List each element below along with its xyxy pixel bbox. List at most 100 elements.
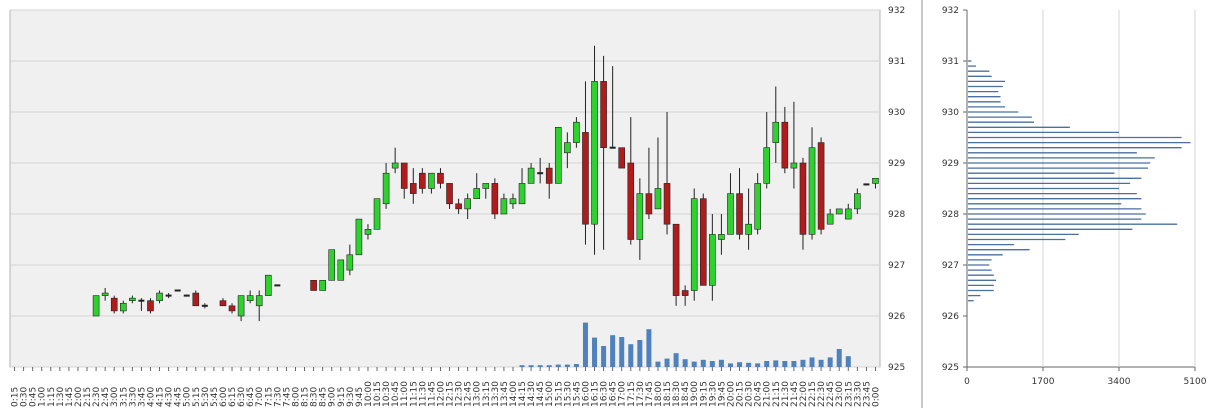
plot-area — [9, 9, 881, 368]
x-tick-label: 3400 — [1108, 377, 1131, 387]
x-tick-label: 14:00 — [509, 381, 519, 407]
candle-body — [246, 295, 254, 302]
candle-body — [138, 299, 145, 302]
panel-divider[interactable] — [921, 0, 923, 408]
candle-body — [745, 223, 752, 235]
candle-body — [464, 198, 471, 210]
x-tick-label: 3:45 — [137, 387, 147, 407]
candle-body — [147, 300, 154, 312]
x-tick-label: 8:00 — [291, 387, 301, 407]
x-tick-label: 7:15 — [264, 387, 274, 407]
x-tick-label: 2:15 — [83, 387, 93, 407]
x-tick-label: 9:00 — [328, 387, 338, 407]
x-tick-label: 9:15 — [337, 387, 347, 407]
x-tick-label: 17:00 — [618, 381, 628, 407]
volume-bar — [709, 361, 715, 367]
y-tick-label: 925 — [888, 363, 905, 373]
candle-body — [718, 234, 725, 240]
candle-body — [872, 178, 879, 184]
x-tick-label: 21:30 — [781, 381, 791, 407]
x-tick-label: 7:00 — [255, 387, 265, 407]
y-tick-label: 927 — [942, 261, 959, 271]
volume-bar — [836, 349, 842, 367]
candle-body — [817, 142, 825, 230]
x-tick-label: 8:45 — [319, 387, 329, 407]
y-tick-label: 932 — [942, 6, 959, 16]
candle-body — [428, 172, 435, 189]
candle-body — [627, 162, 635, 240]
x-tick-label: 22:30 — [817, 381, 827, 407]
x-tick-label: 4:30 — [165, 387, 175, 407]
candle-body — [391, 162, 399, 169]
x-tick-label: 1:15 — [47, 387, 57, 407]
x-tick-label: 6:45 — [246, 387, 256, 407]
volume-bar — [664, 358, 670, 367]
candle-body — [573, 121, 580, 143]
x-tick-label: 2:45 — [101, 387, 111, 407]
x-tick-label: 14:45 — [536, 381, 546, 407]
candle-body — [537, 172, 544, 175]
candle-body — [228, 305, 236, 312]
candle-body — [446, 183, 453, 205]
candle-body — [527, 167, 535, 184]
x-tick-label: 2:30 — [92, 387, 102, 407]
price-chart[interactable]: 925 926 927 928 929 930 931 932 0:15 0:30 0:45 1:00… — [0, 0, 920, 408]
x-tick-label: 5:15 — [192, 387, 202, 407]
candle-body — [419, 172, 426, 189]
x-tick-label: 20:30 — [745, 381, 755, 407]
volume-profile-chart[interactable]: 0 1700 3400 5100 925 926 927 928 929 930 931 932 — [923, 0, 1211, 408]
x-tick-label: 15:15 — [554, 381, 564, 407]
candle-body — [110, 297, 118, 312]
x-tick-label: 11:15 — [409, 381, 419, 407]
x-tick-label: 10:30 — [382, 381, 392, 407]
candle-body — [582, 132, 589, 225]
x-tick-label: 22:00 — [799, 381, 809, 407]
volume-bar — [746, 362, 752, 367]
volume-bar — [845, 356, 851, 367]
volume-bar — [791, 361, 797, 367]
x-tick-label: 17:15 — [627, 381, 637, 407]
volume-bar — [755, 363, 761, 367]
candle-body — [808, 147, 816, 235]
x-tick-label: 23:00 — [835, 381, 845, 407]
candle-body — [156, 292, 163, 301]
x-tick-label: 1:00 — [38, 387, 48, 407]
y-tick-label: 932 — [888, 6, 905, 16]
volume-bar — [555, 364, 561, 367]
y-tick-label: 931 — [888, 57, 905, 67]
y-tick-label: 928 — [888, 210, 905, 220]
volume-bar — [582, 322, 588, 367]
volume-bar — [546, 365, 552, 367]
x-tick-label: 4:00 — [146, 387, 156, 407]
candle-body — [373, 198, 381, 230]
volume-bar — [737, 362, 743, 367]
candle-body — [437, 172, 444, 184]
candle-body — [400, 162, 408, 189]
x-tick-label: 12:15 — [446, 381, 456, 407]
candle-body — [174, 289, 181, 292]
x-tick-label: 6:15 — [228, 387, 238, 407]
candle-body — [863, 183, 870, 186]
x-tick-label: 9:30 — [346, 387, 356, 407]
x-tick-label: 2:00 — [74, 387, 84, 407]
volume-bar — [727, 363, 733, 367]
y-tick-label: 927 — [888, 261, 905, 271]
candle-body — [835, 208, 843, 215]
x-tick-label: 23:30 — [853, 381, 863, 407]
candle-body — [772, 121, 780, 143]
volume-bar — [519, 365, 525, 367]
x-tick-label: 6:30 — [237, 387, 247, 407]
candle-body — [382, 172, 390, 205]
candle-body — [609, 146, 616, 149]
candle-body — [754, 183, 761, 230]
candle-body — [129, 297, 136, 301]
candle-body — [473, 188, 481, 199]
x-tick-label: 7:45 — [282, 387, 292, 407]
x-tick-label: 20:00 — [726, 381, 736, 407]
candle-body — [763, 147, 771, 184]
volume-bar — [782, 361, 788, 367]
candle-body — [101, 292, 109, 296]
x-tick-label: 22:15 — [808, 381, 818, 407]
x-tick-label: 3:00 — [110, 387, 120, 407]
